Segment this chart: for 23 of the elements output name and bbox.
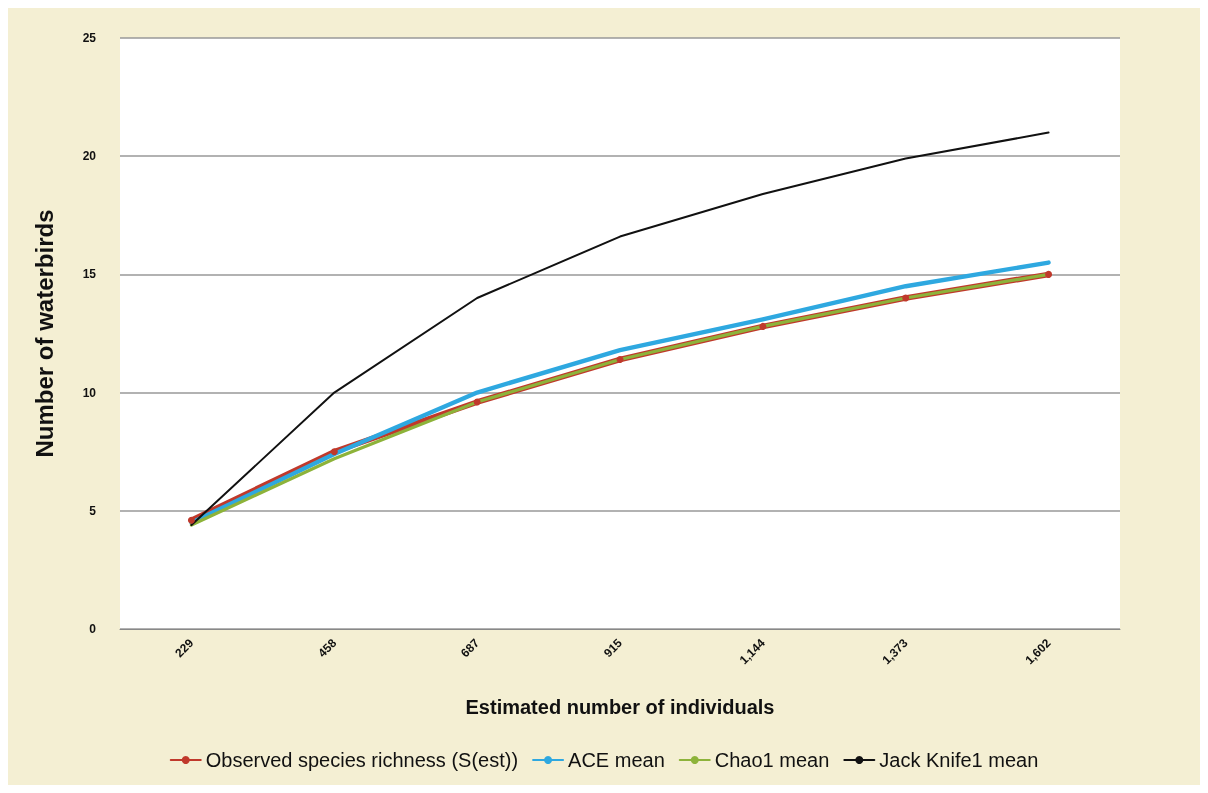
y-axis-title: Number of waterbirds xyxy=(30,209,58,458)
x-tick-label: 915 xyxy=(600,635,626,661)
point xyxy=(187,516,195,524)
legend-label: ACE mean xyxy=(568,749,665,771)
point xyxy=(759,322,767,330)
point xyxy=(1045,270,1053,278)
x-axis-title: Estimated number of individuals xyxy=(465,696,775,718)
legend-label: Jack Knife1 mean xyxy=(879,749,1039,771)
point xyxy=(616,356,624,363)
y-tick-label: 0 xyxy=(89,622,97,636)
y-tick-label: 5 xyxy=(89,503,97,518)
y-tick-label: 10 xyxy=(82,385,97,400)
y-tick-label: 15 xyxy=(82,267,97,282)
legend-label: Observed species richness (S(est)) xyxy=(205,749,519,771)
x-tick-label: 458 xyxy=(315,635,340,661)
legend-label: Chao1 mean xyxy=(714,749,830,771)
y-tick-label: 20 xyxy=(82,149,97,164)
x-tick-label: 229 xyxy=(172,635,197,661)
y-tick-label: 25 xyxy=(82,31,97,45)
point xyxy=(330,448,338,456)
line-series xyxy=(190,131,1050,526)
x-tick-label: 687 xyxy=(458,635,483,661)
point xyxy=(902,294,910,302)
